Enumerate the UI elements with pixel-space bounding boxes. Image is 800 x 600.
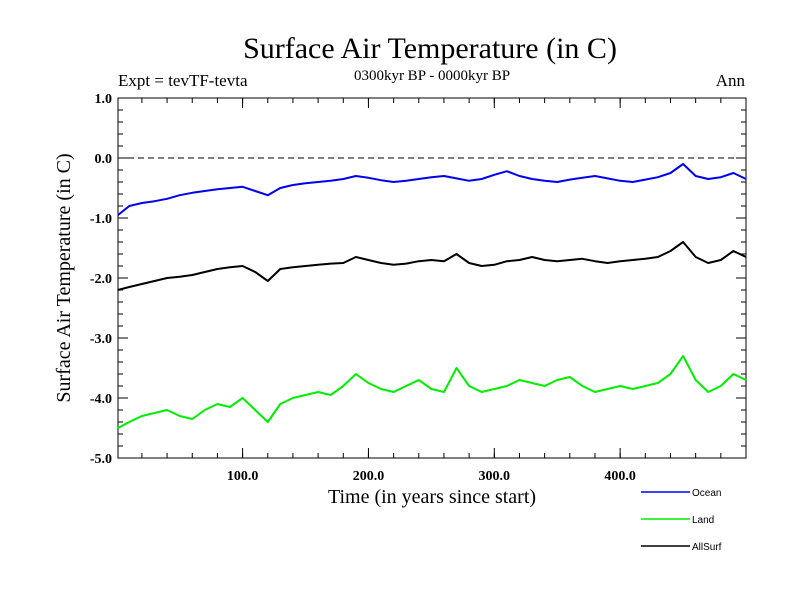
y-axis-label: Surface Air Temperature (in C) bbox=[53, 153, 75, 402]
expt-label: Expt = tevTF-tevta bbox=[118, 71, 248, 90]
series-group bbox=[117, 163, 747, 429]
series-line-allsurf bbox=[117, 241, 747, 291]
x-tick-label: 300.0 bbox=[479, 469, 511, 484]
x-axis-label: Time (in years since start) bbox=[328, 486, 536, 508]
x-tick-label: 400.0 bbox=[604, 469, 636, 484]
plot-frame bbox=[117, 97, 747, 459]
y-tick-label: 0.0 bbox=[95, 152, 113, 167]
chart-subtitle: 0300kyr BP - 0000kyr BP bbox=[354, 68, 510, 84]
series-line-land bbox=[117, 355, 747, 429]
series-line-ocean bbox=[117, 163, 747, 216]
period-label: Ann bbox=[716, 71, 746, 90]
y-tick-label: -5.0 bbox=[90, 452, 112, 467]
legend: Ocean Land AllSurf bbox=[641, 488, 722, 553]
y-tick-label: -1.0 bbox=[90, 212, 112, 227]
y-tick-label: -3.0 bbox=[90, 332, 112, 347]
legend-label-ocean: Ocean bbox=[692, 488, 721, 499]
y-tick-label: -2.0 bbox=[90, 272, 112, 287]
legend-label-land: Land bbox=[692, 515, 714, 526]
x-tick-label: 100.0 bbox=[227, 469, 259, 484]
x-tick-label: 200.0 bbox=[353, 469, 385, 484]
chart-title: Surface Air Temperature (in C) bbox=[243, 32, 617, 65]
y-tick-label: -4.0 bbox=[90, 392, 112, 407]
x-axis: 100.0 200.0 300.0 400.0 bbox=[141, 98, 722, 484]
legend-label-allsurf: AllSurf bbox=[692, 542, 722, 553]
y-tick-label: 1.0 bbox=[95, 92, 113, 107]
y-axis: 1.0 0.0 -1.0 -2.0 -3.0 -4.0 -5.0 bbox=[90, 92, 746, 467]
